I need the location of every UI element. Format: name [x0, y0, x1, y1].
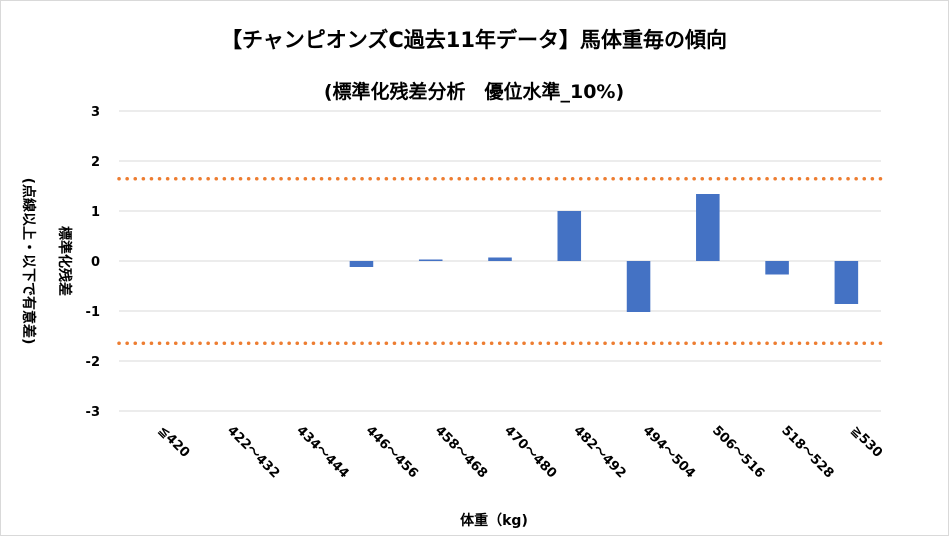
bar [557, 211, 582, 261]
x-tick-label: 506～516 [709, 423, 767, 481]
bar [349, 261, 374, 267]
y-tick-label: 0 [91, 255, 100, 270]
x-tick-label: 434～444 [293, 423, 351, 481]
y-axis-title: 標準化残差 [56, 226, 73, 296]
x-tick-label: 458～468 [432, 423, 490, 481]
y-tick-label: -2 [86, 355, 100, 370]
y-tick-label: 3 [91, 105, 100, 120]
bar [834, 261, 859, 304]
y-axis-note: (点線以上・以下で有意差) [20, 178, 37, 345]
x-tick-label: 446～456 [363, 423, 421, 481]
chart-subtitle: (標準化残差分析 優位水準_10%) [324, 80, 624, 103]
x-tick-label: ≧530 [848, 423, 885, 460]
bar [696, 194, 720, 261]
x-axis-title: 体重（kg) [460, 512, 528, 529]
bars [349, 194, 859, 312]
gridlines [119, 110, 881, 412]
x-tick-label: 470～480 [501, 423, 559, 481]
bar [488, 257, 512, 261]
y-tick-label: -1 [86, 305, 100, 320]
y-tick-label: -3 [86, 405, 100, 420]
y-axis-ticks: 3 2 1 0 -1 -2 -3 [86, 105, 100, 420]
y-tick-label: 2 [91, 155, 100, 170]
x-tick-label: 518～528 [778, 423, 836, 481]
x-axis-ticks: ≦420 422～432 434～444 446～456 458～468 470～480 4… [155, 423, 885, 481]
bar [418, 259, 443, 261]
x-tick-label: ≦420 [155, 423, 192, 460]
bar [626, 261, 651, 312]
x-tick-label: 482～492 [570, 423, 628, 481]
x-tick-label: 422～432 [224, 423, 282, 481]
bar [765, 261, 789, 275]
threshold-lines [117, 177, 883, 345]
y-tick-label: 1 [91, 205, 100, 220]
chart-title: 【チャンピオンズC過去11年データ】馬体重毎の傾向 [221, 28, 727, 52]
x-tick-label: 494～504 [640, 423, 698, 481]
